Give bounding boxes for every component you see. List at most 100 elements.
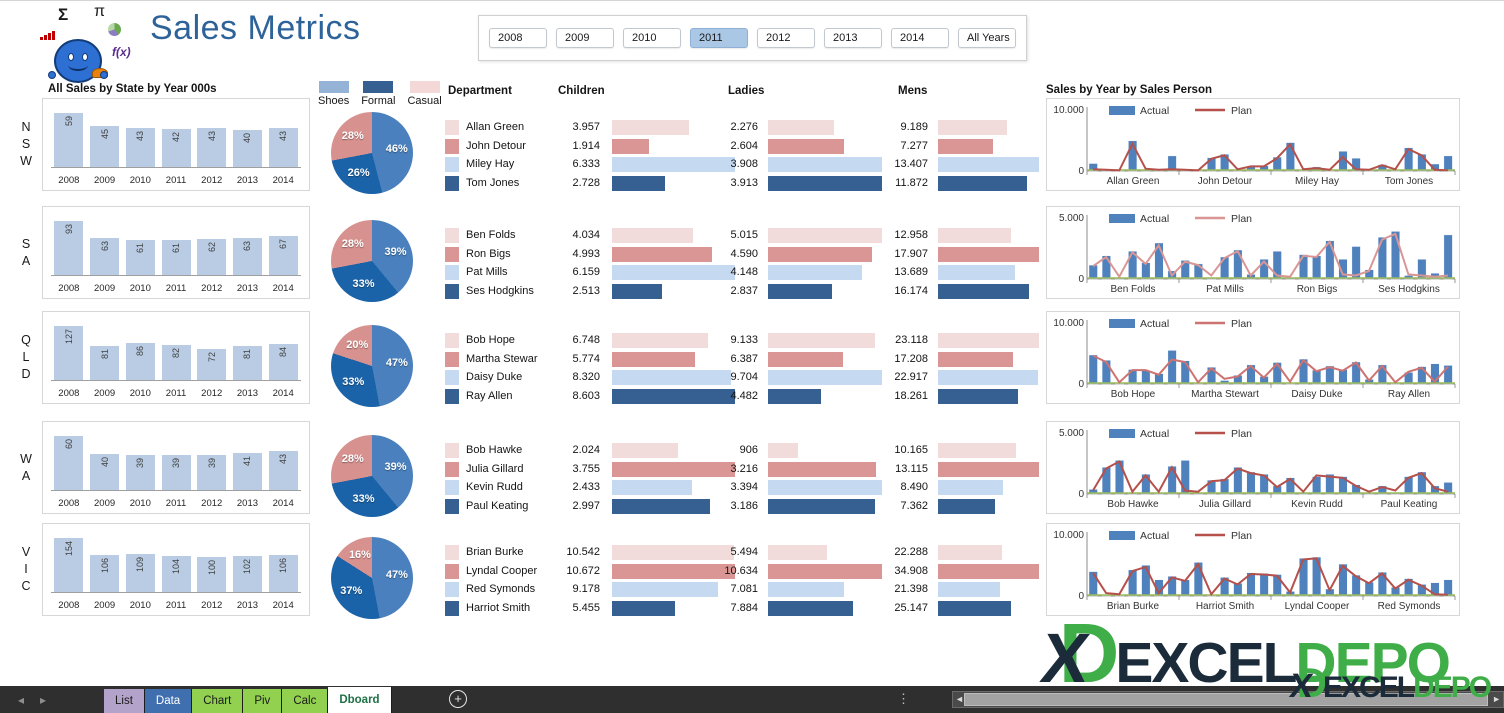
col-header-department: Department [448, 85, 512, 97]
person-name: Red Symonds [466, 583, 536, 595]
children-bar [612, 228, 693, 243]
year-button-all-years[interactable]: All Years [958, 28, 1016, 48]
table-row: Allan Green 3.957 2.276 9.189 [442, 119, 1042, 137]
sheet-tab-list[interactable]: List [104, 689, 145, 713]
col-header-mens: Mens [898, 85, 928, 97]
year-button-2010[interactable]: 2010 [623, 28, 681, 48]
ladies-bar [768, 283, 832, 299]
table-row: Daisy Duke 8.320 9.704 22.917 [442, 369, 1042, 387]
mens-value: 8.490 [900, 481, 928, 493]
pie-label-casual: 28% [341, 238, 364, 251]
mens-bar [938, 582, 1000, 597]
mens-bar [938, 498, 995, 514]
children-bar [612, 175, 665, 191]
actual-bar [1312, 556, 1322, 597]
person-name: Allan Green [466, 121, 525, 133]
bar-vic-2013: 102 [232, 556, 262, 592]
person-name: Paul Keating [466, 499, 529, 512]
scroll-right-icon[interactable]: ► [1492, 694, 1501, 704]
ladies-value: 5.015 [730, 229, 758, 241]
ladies-value: 5.494 [730, 546, 758, 558]
year-button-2008[interactable]: 2008 [489, 28, 547, 48]
children-value: 2.024 [572, 444, 600, 456]
pie-label-shoes: 47% [385, 356, 408, 369]
actual-bar [1167, 155, 1177, 172]
year-button-2014[interactable]: 2014 [891, 28, 949, 48]
pie-label-shoes: 39% [384, 460, 407, 473]
children-bar [612, 283, 662, 299]
actual-bar [1088, 571, 1098, 597]
actual-bar [1338, 476, 1348, 495]
mens-value: 7.362 [900, 499, 928, 512]
horizontal-scrollbar[interactable]: ◄ ► [952, 691, 1504, 708]
overflow-dots-icon[interactable]: ⋮ [897, 691, 910, 706]
mens-bar [938, 120, 1007, 135]
bar-qld-2008: 127 [54, 326, 84, 380]
year-button-2013[interactable]: 2013 [824, 28, 882, 48]
ladies-bar [768, 157, 882, 172]
actual-bar [1299, 254, 1309, 280]
svg-text:0: 0 [1078, 489, 1084, 500]
sheet-tab-data[interactable]: Data [144, 689, 193, 713]
table-row: Kevin Rudd 2.433 3.394 8.490 [442, 479, 1042, 497]
ladies-bar [768, 370, 882, 385]
salesperson-chart-vic: 10.000 0 Actual Plan Brian Burke Harriot Smit… [1046, 523, 1460, 616]
year-button-2012[interactable]: 2012 [757, 28, 815, 48]
bar-sa-2013: 63 [232, 238, 262, 275]
sheet-tab-calc[interactable]: Calc [282, 689, 329, 713]
pie-label-shoes: 46% [385, 142, 408, 155]
person-axis-label: Julia Gillard [1199, 499, 1251, 510]
year-button-2011[interactable]: 2011 [690, 28, 748, 48]
mens-value: 21.398 [894, 583, 928, 595]
actual-bar [1180, 460, 1190, 495]
person-name: Bob Hawke [466, 444, 523, 456]
actual-bar [1259, 474, 1269, 495]
children-value: 4.993 [572, 247, 600, 260]
ladies-value: 906 [739, 444, 758, 456]
pie-label-formal: 33% [342, 375, 365, 388]
scrollbar-thumb[interactable] [964, 693, 1488, 706]
ladies-value: 10.634 [724, 564, 758, 577]
tab-nav-right-icon[interactable]: ▸ [40, 693, 47, 707]
row-color-swatch [445, 582, 459, 597]
page-title: Sales Metrics [150, 9, 361, 47]
state-bar-chart-vic: 154 106 109 104 100 102 106 2008 2009 2010 2011 201… [42, 523, 310, 616]
actual-bar [1351, 574, 1361, 597]
table-row: Tom Jones 2.728 3.913 11.872 [442, 175, 1042, 193]
children-value: 10.672 [566, 564, 600, 577]
bar-nsw-2011: 42 [161, 129, 191, 167]
children-value: 2.728 [572, 176, 600, 189]
row-color-swatch [445, 333, 459, 348]
person-axis-label: Red Symonds [1378, 601, 1441, 612]
sigma-icon: Σ [58, 5, 69, 24]
row-color-swatch [445, 228, 459, 243]
bar-wa-2014: 43 [268, 451, 298, 490]
actual-bar [1351, 484, 1361, 495]
actual-bar [1351, 246, 1361, 280]
bar-qld-2013: 81 [232, 346, 262, 380]
state-bar-chart-nsw: 59 45 43 42 43 40 43 2008 2009 2010 2011 2012 2013 20… [42, 98, 310, 191]
person-axis-label: Pat Mills [1206, 284, 1244, 295]
state-bar-chart-wa: 60 40 39 39 39 41 43 2008 2009 2010 2011 2012 2013 20… [42, 421, 310, 514]
sheet-tab-dboard[interactable]: Dboard [328, 687, 392, 713]
legend-swatch-formal [363, 81, 394, 93]
bar-wa-2008: 60 [54, 436, 84, 490]
tab-nav-left-icon[interactable]: ◂ [18, 693, 25, 707]
year-button-2009[interactable]: 2009 [556, 28, 614, 48]
children-value: 2.513 [572, 284, 600, 297]
children-bar [612, 443, 678, 458]
actual-bar [1430, 363, 1440, 385]
salesperson-chart-qld: 10.000 0 Actual Plan Bob Hope Martha Stewart D… [1046, 311, 1460, 404]
pie-legend-item-shoes: Shoes [318, 81, 349, 107]
actual-bar [1417, 259, 1427, 280]
legend-swatch-casual [409, 81, 440, 93]
actual-bar [1312, 255, 1322, 280]
bar-nsw-2013: 40 [232, 130, 262, 167]
sheet-tab-piv[interactable]: Piv [243, 689, 283, 713]
children-bar [612, 388, 735, 404]
ladies-value: 3.908 [730, 158, 758, 170]
add-sheet-button[interactable]: + [449, 690, 467, 708]
scroll-left-icon[interactable]: ◄ [955, 694, 964, 704]
sheet-tab-chart[interactable]: Chart [192, 689, 244, 713]
person-axis-label: Bob Hawke [1107, 499, 1159, 510]
